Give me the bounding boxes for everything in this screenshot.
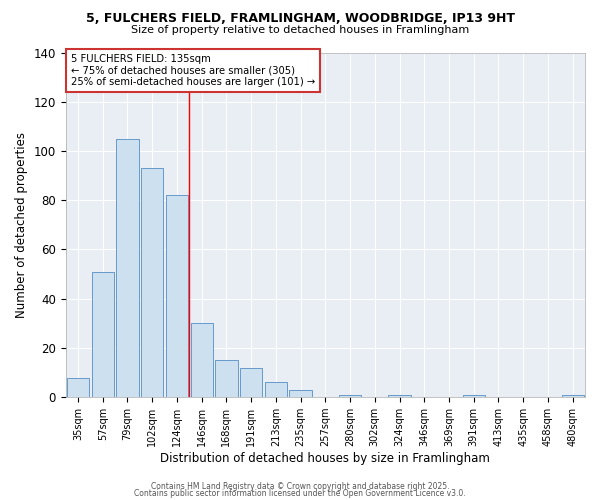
Bar <box>265 382 287 397</box>
Bar <box>240 368 262 397</box>
Text: Contains public sector information licensed under the Open Government Licence v3: Contains public sector information licen… <box>134 490 466 498</box>
Bar <box>289 390 312 397</box>
Bar <box>141 168 163 397</box>
Bar <box>562 395 584 397</box>
Text: 5 FULCHERS FIELD: 135sqm
← 75% of detached houses are smaller (305)
25% of semi-: 5 FULCHERS FIELD: 135sqm ← 75% of detach… <box>71 54 315 88</box>
Bar <box>92 272 114 397</box>
Bar <box>339 395 361 397</box>
X-axis label: Distribution of detached houses by size in Framlingham: Distribution of detached houses by size … <box>160 452 490 465</box>
Text: 5, FULCHERS FIELD, FRAMLINGHAM, WOODBRIDGE, IP13 9HT: 5, FULCHERS FIELD, FRAMLINGHAM, WOODBRID… <box>86 12 515 26</box>
Bar <box>191 324 213 397</box>
Text: Contains HM Land Registry data © Crown copyright and database right 2025.: Contains HM Land Registry data © Crown c… <box>151 482 449 491</box>
Bar <box>388 395 410 397</box>
Bar <box>463 395 485 397</box>
Bar <box>67 378 89 397</box>
Bar <box>215 360 238 397</box>
Y-axis label: Number of detached properties: Number of detached properties <box>15 132 28 318</box>
Text: Size of property relative to detached houses in Framlingham: Size of property relative to detached ho… <box>131 25 469 35</box>
Bar <box>116 138 139 397</box>
Bar <box>166 196 188 397</box>
